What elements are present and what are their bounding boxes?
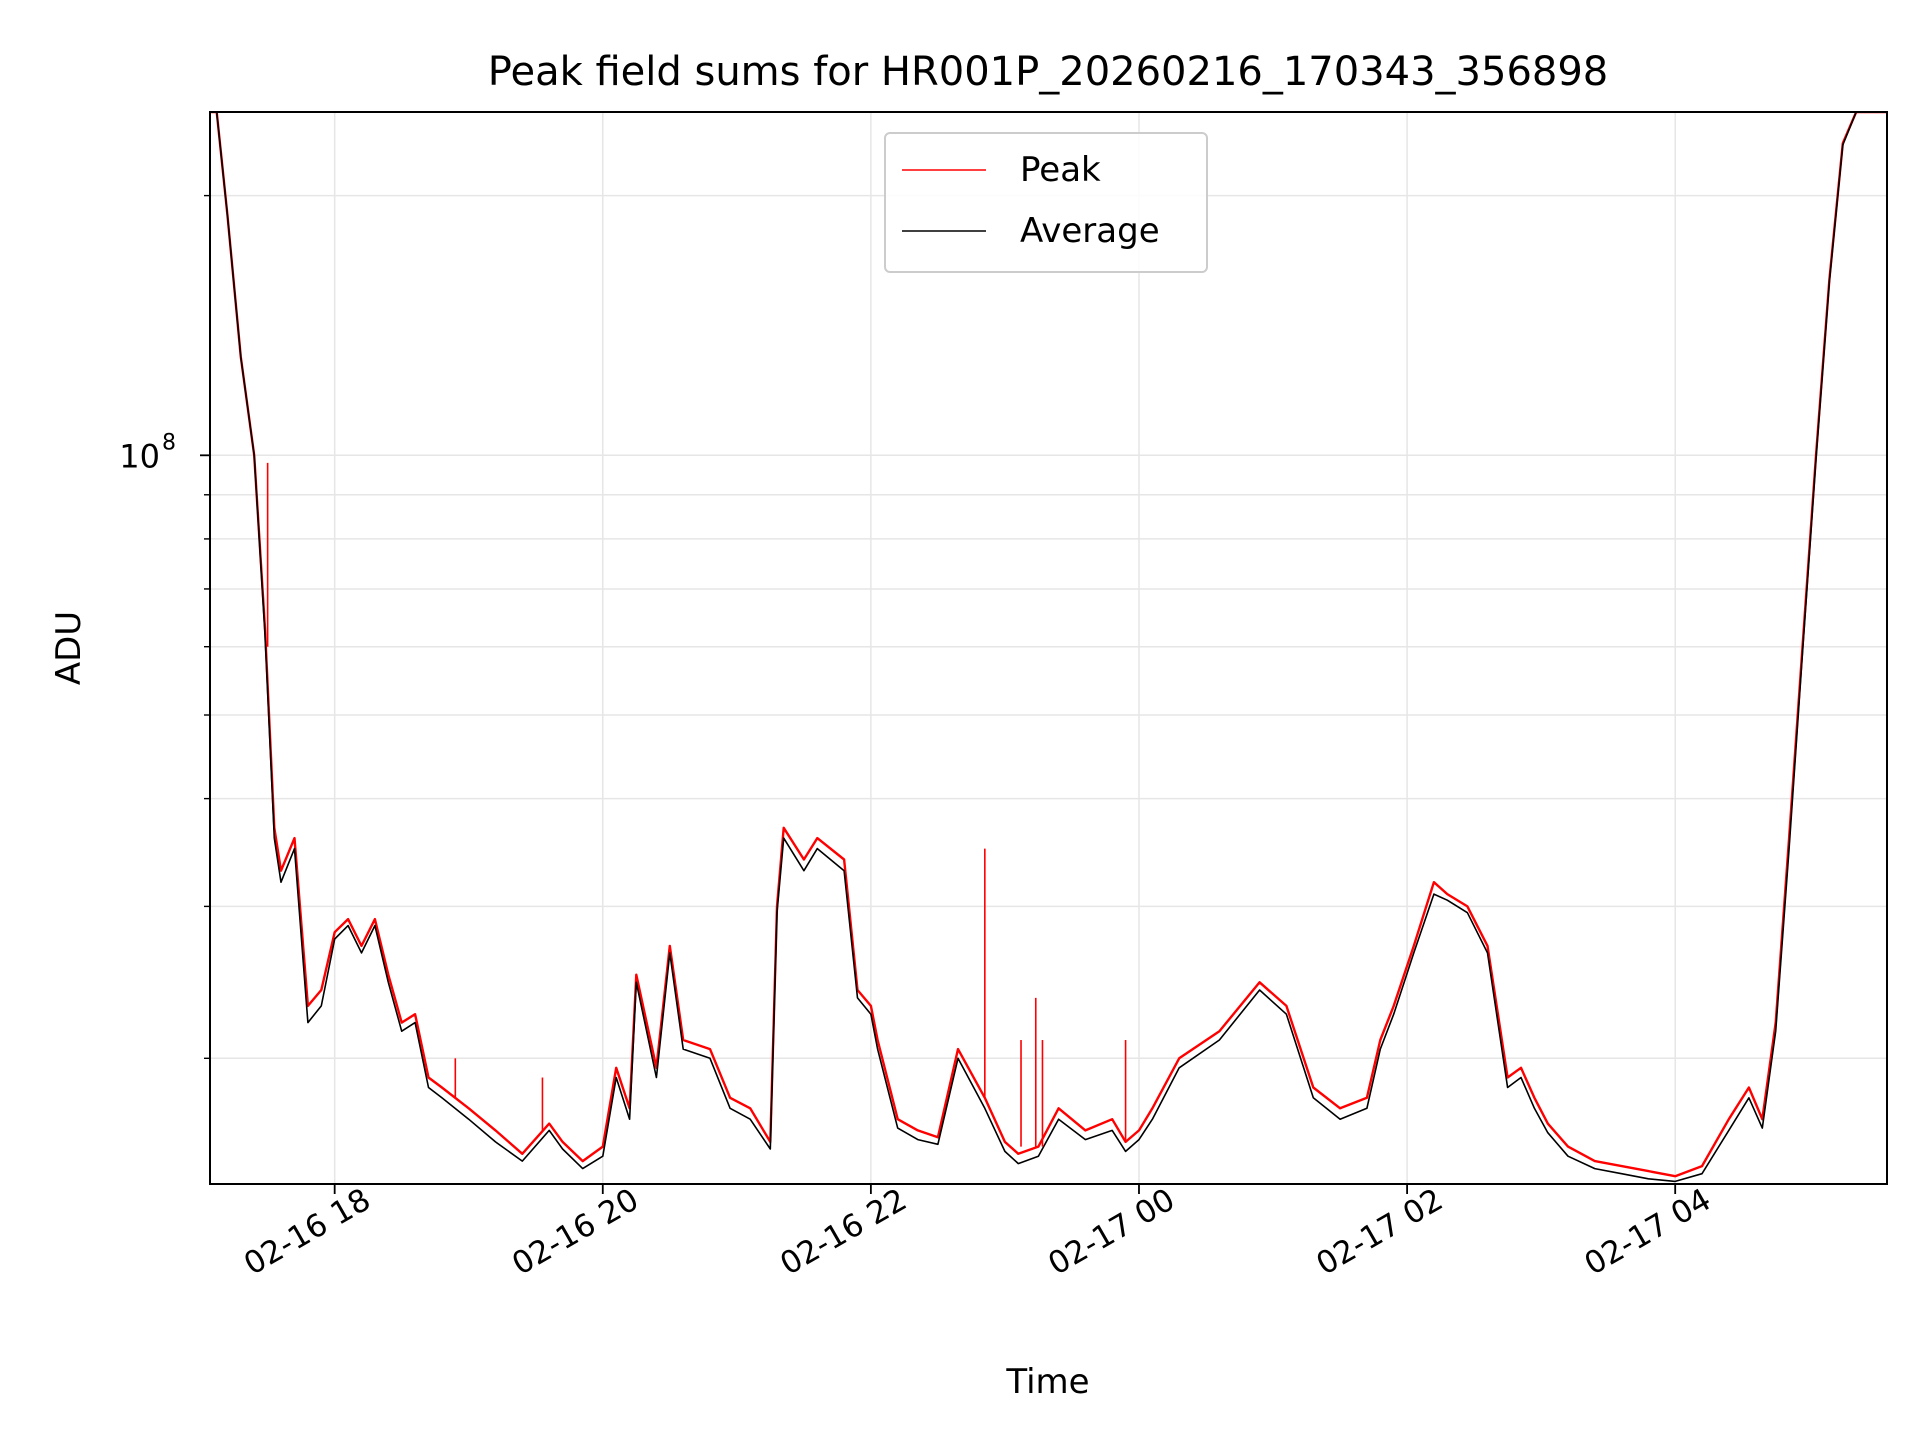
- legend-peak-label: Peak: [1020, 150, 1101, 190]
- series-layer: [210, 112, 1887, 1183]
- chart-title: Peak field sums for HR001P_20260216_1703…: [488, 49, 1608, 95]
- legend-box: [884, 132, 1208, 273]
- series-line-peak: [210, 112, 1887, 1178]
- legend: Peak Average: [884, 132, 1208, 273]
- plot-frame: [209, 111, 1888, 1185]
- y-axis-label: ADU: [49, 611, 89, 685]
- x-axis-label: Time: [1005, 1362, 1089, 1402]
- y-axis: 10 8: [119, 194, 210, 1060]
- series-line-average: [210, 112, 1887, 1183]
- legend-average-label: Average: [1020, 211, 1160, 251]
- y-tick-label-exponent: 8: [162, 430, 176, 455]
- y-tick-label-base: 10: [119, 437, 160, 475]
